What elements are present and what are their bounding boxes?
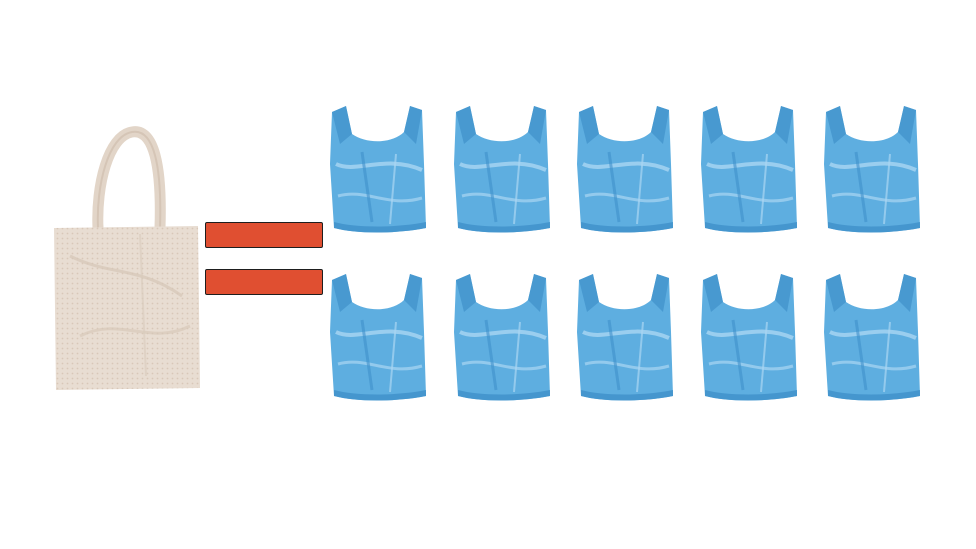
plastic-bag-icon — [824, 274, 920, 401]
equals-bar-top — [205, 222, 323, 248]
plastic-bag-icon — [700, 274, 797, 401]
plastic-bag-icon — [577, 106, 673, 233]
equals-sign-icon — [205, 222, 325, 298]
cloth-tote-bag-icon — [54, 126, 200, 390]
plastic-bag-icon — [577, 274, 673, 401]
plastic-bags-grid — [326, 104, 930, 406]
plastic-bag-icon — [700, 106, 797, 233]
plastic-bag-icon — [330, 106, 426, 233]
plastic-bag-icon — [453, 106, 550, 233]
equals-bar-bottom — [205, 269, 323, 295]
plastic-bag-icon — [824, 106, 920, 233]
plastic-bag-icon — [453, 274, 550, 401]
plastic-bag-icon — [330, 274, 426, 401]
